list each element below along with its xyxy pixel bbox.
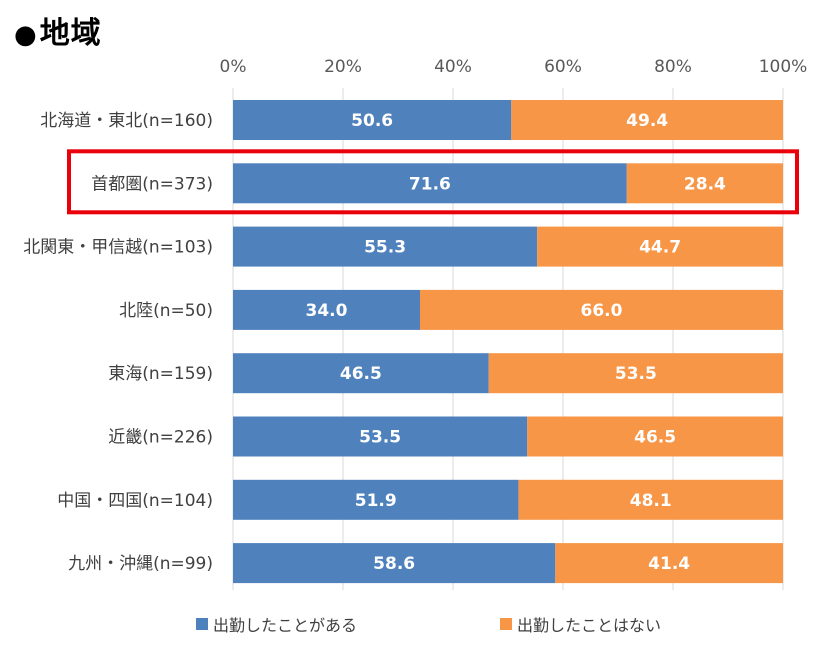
- legend-item-series-2: 出勤したことはない: [500, 612, 661, 636]
- category-label: 北海道・東北(n=160): [40, 111, 213, 131]
- data-label: 44.7: [639, 238, 681, 258]
- x-tick-label: 100%: [759, 57, 808, 77]
- legend-swatch-series-1: [196, 618, 208, 630]
- data-label: 66.0: [581, 301, 623, 321]
- legend-label-series-2: 出勤したことはない: [517, 616, 662, 635]
- category-label: 近畿(n=226): [108, 428, 213, 448]
- legend-label-series-1: 出勤したことがある: [213, 616, 358, 635]
- bar-segment-series-1: [233, 543, 556, 584]
- x-tick-label: 60%: [544, 57, 582, 77]
- x-tick-label: 40%: [434, 57, 472, 77]
- title-bullet: ●: [14, 20, 38, 50]
- x-tick-label: 20%: [324, 57, 362, 77]
- x-tick-label: 80%: [654, 57, 692, 77]
- data-label: 58.6: [373, 554, 415, 574]
- bar-segment-series-1: [233, 226, 538, 267]
- category-label: 中国・四国(n=104): [57, 491, 213, 511]
- stacked-bar-chart: 0% 20% 40% 60% 80% 100% 北海道・東北(n=160) 50.6 49.4 首…: [23, 57, 808, 590]
- bar-segment-series-2: [511, 100, 783, 140]
- bar-segment-series-2: [420, 289, 783, 330]
- category-label: 東海(n=159): [108, 364, 213, 384]
- chart-title: ●地域: [14, 8, 102, 52]
- data-label: 48.1: [630, 491, 672, 511]
- data-label: 46.5: [634, 428, 676, 448]
- bar-segment-series-1: [233, 163, 627, 204]
- bar-segment-series-1: [233, 353, 489, 394]
- category-label: 首都圏(n=373): [91, 174, 213, 194]
- legend: 出勤したことがある 出勤したことはない: [0, 612, 823, 640]
- data-label: 49.4: [626, 111, 668, 131]
- data-label: 41.4: [648, 554, 690, 574]
- bar-segment-series-2: [527, 416, 783, 457]
- category-label: 北陸(n=50): [119, 301, 213, 321]
- data-label: 51.9: [355, 491, 397, 511]
- category-label: 北関東・甲信越(n=103): [23, 238, 213, 258]
- title-text: 地域: [39, 16, 102, 51]
- data-label: 71.6: [409, 174, 451, 194]
- highlight-box: [67, 149, 799, 215]
- bar-segment-series-2: [626, 163, 783, 204]
- data-label: 34.0: [306, 301, 348, 321]
- data-label: 28.4: [684, 174, 726, 194]
- data-label: 53.5: [359, 428, 401, 448]
- bar-segment-series-2: [488, 353, 783, 394]
- bar-segment-series-1: [233, 289, 420, 330]
- bar-segment-series-2: [555, 543, 783, 584]
- legend-item-series-1: 出勤したことがある: [196, 612, 357, 636]
- legend-swatch-series-2: [500, 618, 512, 630]
- category-label: 九州・沖縄(n=99): [68, 554, 213, 574]
- data-label: 55.3: [364, 238, 406, 258]
- bar-segment-series-2: [518, 479, 783, 520]
- data-label: 50.6: [351, 111, 393, 131]
- data-label: 53.5: [615, 364, 657, 384]
- x-tick-label: 0%: [220, 57, 247, 77]
- bar-segment-series-1: [233, 416, 528, 457]
- bar-segment-series-1: [233, 100, 512, 140]
- bar-segment-series-1: [233, 479, 519, 520]
- data-label: 46.5: [340, 364, 382, 384]
- bar-segment-series-2: [537, 226, 783, 267]
